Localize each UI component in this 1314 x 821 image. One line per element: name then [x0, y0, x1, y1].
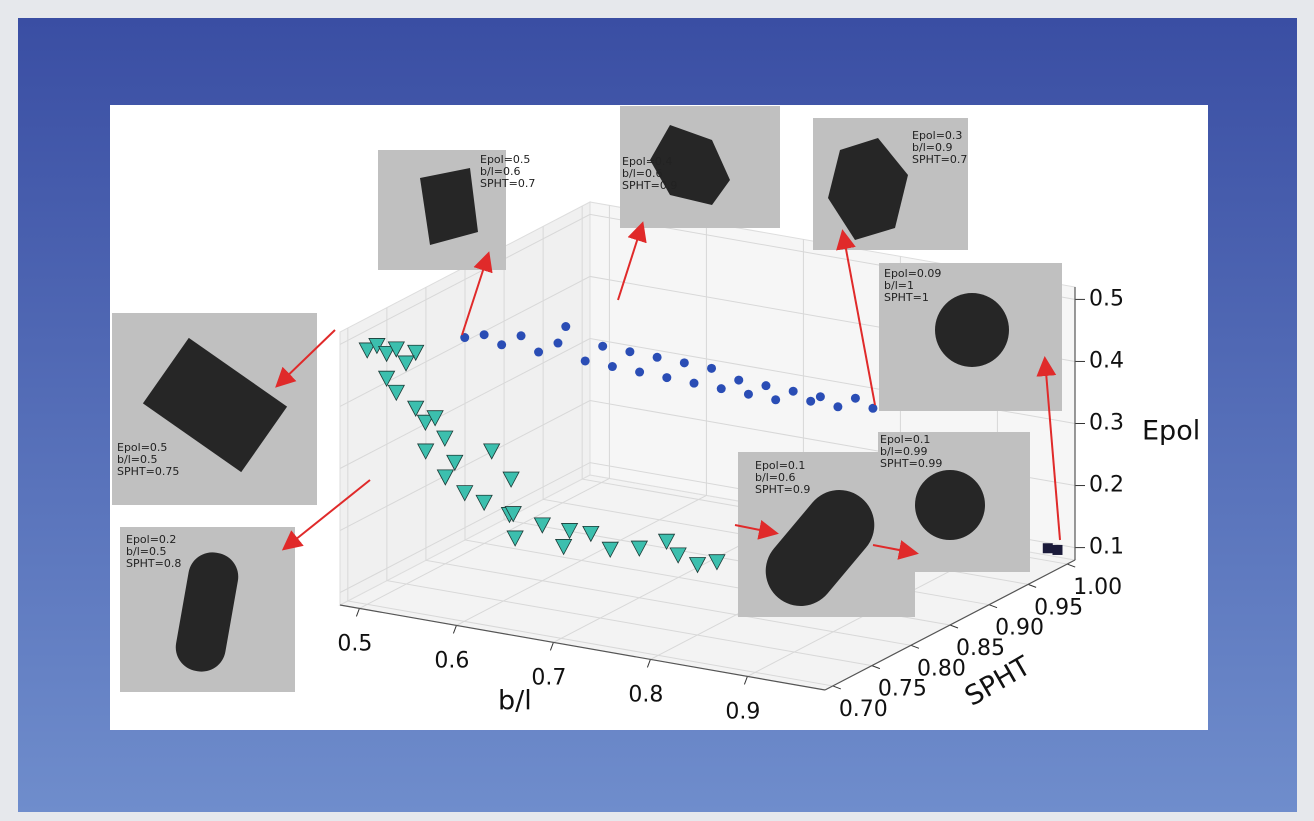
circle-point: [561, 322, 570, 331]
circle-point: [806, 397, 815, 406]
inset-text: SPHT=0.8: [126, 557, 181, 570]
x-tick-label: 0.7: [531, 665, 566, 690]
inset-text: SPHT=0.9: [755, 483, 810, 496]
z-tick-label: 0.5: [1089, 286, 1124, 311]
circle-point: [534, 348, 543, 357]
circle-point: [851, 394, 860, 403]
circle-point: [690, 379, 699, 388]
circle-point: [734, 376, 743, 385]
circle-point: [480, 330, 489, 339]
circle-point: [635, 368, 644, 377]
circle-point: [771, 395, 780, 404]
circle-point: [581, 356, 590, 365]
x-tick-label: 0.5: [337, 631, 372, 656]
slide: 0.50.60.70.80.90.700.750.800.850.900.951…: [0, 0, 1314, 821]
inset-text: SPHT=0.99: [880, 457, 942, 470]
inset-text: SPHT=0.9: [622, 179, 677, 192]
circle-point: [868, 404, 877, 413]
z-tick-label: 0.4: [1089, 348, 1124, 373]
circle-point: [717, 384, 726, 393]
x-axis-label: b/l: [498, 686, 532, 717]
square-point: [1052, 545, 1062, 555]
circle-point: [553, 339, 562, 348]
circle-point: [625, 347, 634, 356]
square-point: [1043, 543, 1053, 553]
circle-point: [497, 340, 506, 349]
circle-point: [680, 358, 689, 367]
circle-point: [517, 331, 526, 340]
inset-text: SPHT=0.7: [480, 177, 535, 190]
circle-point: [744, 390, 753, 399]
circle-point: [761, 381, 770, 390]
circle-point: [707, 364, 716, 373]
z-axis-label: Epol: [1142, 416, 1200, 447]
x-tick-label: 0.6: [434, 648, 469, 673]
particle-shape: [915, 470, 985, 540]
z-tick-label: 0.3: [1089, 411, 1124, 436]
z-tick-label: 0.1: [1089, 535, 1124, 560]
circle-point: [608, 362, 617, 371]
circle-point: [789, 387, 798, 396]
inset-text: SPHT=0.75: [117, 465, 179, 478]
circle-point: [662, 373, 671, 382]
y-tick-label: 1.00: [1073, 575, 1122, 600]
z-tick-label: 0.2: [1089, 473, 1124, 498]
particle-shape: [935, 293, 1009, 367]
x-tick-label: 0.8: [628, 682, 663, 707]
particle-shape: [420, 168, 478, 245]
inset-text: SPHT=0.7: [912, 153, 967, 166]
inset-text: SPHT=1: [884, 291, 929, 304]
circle-point: [653, 353, 662, 362]
circle-point: [833, 402, 842, 411]
x-tick-label: 0.9: [725, 699, 760, 724]
circle-point: [816, 392, 825, 401]
circle-point: [598, 342, 607, 351]
